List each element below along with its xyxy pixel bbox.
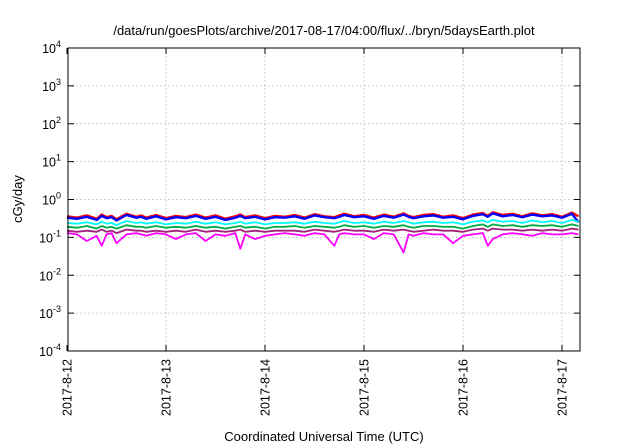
y-tick-base: 10 — [39, 269, 53, 283]
y-axis-label: cGy/day — [10, 175, 25, 223]
y-tick-exponent: 4 — [56, 39, 61, 49]
y-tick-label: 10-4 — [39, 342, 61, 359]
y-tick-exponent: -3 — [53, 304, 61, 314]
x-tick-label: 2017-8-15 — [358, 359, 372, 416]
y-tick-label: 100 — [42, 191, 61, 208]
y-tick-label: 10-2 — [39, 266, 61, 283]
series-line-2 — [66, 212, 580, 224]
y-tick-label: 10-3 — [39, 304, 61, 321]
chart-title: /data/run/goesPlots/archive/2017-08-17/0… — [113, 23, 535, 38]
y-tick-exponent: 3 — [56, 77, 61, 87]
y-tick-exponent: 0 — [56, 191, 61, 201]
y-tick-label: 10-1 — [39, 228, 61, 245]
y-tick-exponent: -2 — [53, 266, 61, 276]
x-axis-label: Coordinated Universal Time (UTC) — [224, 429, 423, 444]
x-tick-label: 2017-8-13 — [160, 359, 174, 416]
x-tick-label: 2017-8-17 — [556, 359, 570, 416]
x-tick-label: 2017-8-14 — [259, 359, 273, 416]
y-tick-exponent: -4 — [53, 342, 61, 352]
grid-lines — [68, 48, 580, 351]
y-tick-label: 103 — [42, 77, 61, 94]
series-line-5 — [66, 227, 579, 235]
x-tick-label: 2017-8-12 — [61, 359, 75, 416]
y-tick-base: 10 — [42, 156, 56, 170]
y-tick-base: 10 — [42, 42, 56, 56]
series-line-6 — [66, 232, 579, 254]
data-series — [66, 211, 580, 254]
y-tick-label: 104 — [42, 39, 61, 56]
x-axis: 2017-8-12 2017-8-13 2017-8-14 2017-8-15 2017… — [61, 48, 570, 416]
y-tick-exponent: -1 — [53, 228, 61, 238]
y-tick-exponent: 1 — [56, 153, 61, 163]
y-tick-label: 101 — [42, 153, 61, 170]
y-tick-base: 10 — [39, 307, 53, 321]
y-tick-base: 10 — [42, 118, 56, 132]
y-tick-base: 10 — [39, 231, 53, 245]
x-tick-label: 2017-8-16 — [457, 359, 471, 416]
y-tick-base: 10 — [42, 194, 56, 208]
y-tick-base: 10 — [42, 80, 56, 94]
y-tick-label: 102 — [42, 115, 61, 132]
y-tick-exponent: 2 — [56, 115, 61, 125]
series-line-4 — [66, 223, 579, 230]
y-tick-base: 10 — [39, 345, 53, 359]
series-line-3 — [66, 218, 579, 227]
